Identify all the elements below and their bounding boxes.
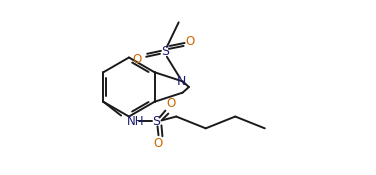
Text: O: O — [154, 137, 163, 150]
Text: NH: NH — [127, 115, 144, 128]
Text: S: S — [161, 45, 169, 58]
Text: O: O — [186, 34, 195, 48]
Text: S: S — [153, 115, 161, 128]
Text: O: O — [167, 97, 176, 110]
Text: O: O — [133, 53, 142, 66]
Text: N: N — [177, 75, 186, 88]
